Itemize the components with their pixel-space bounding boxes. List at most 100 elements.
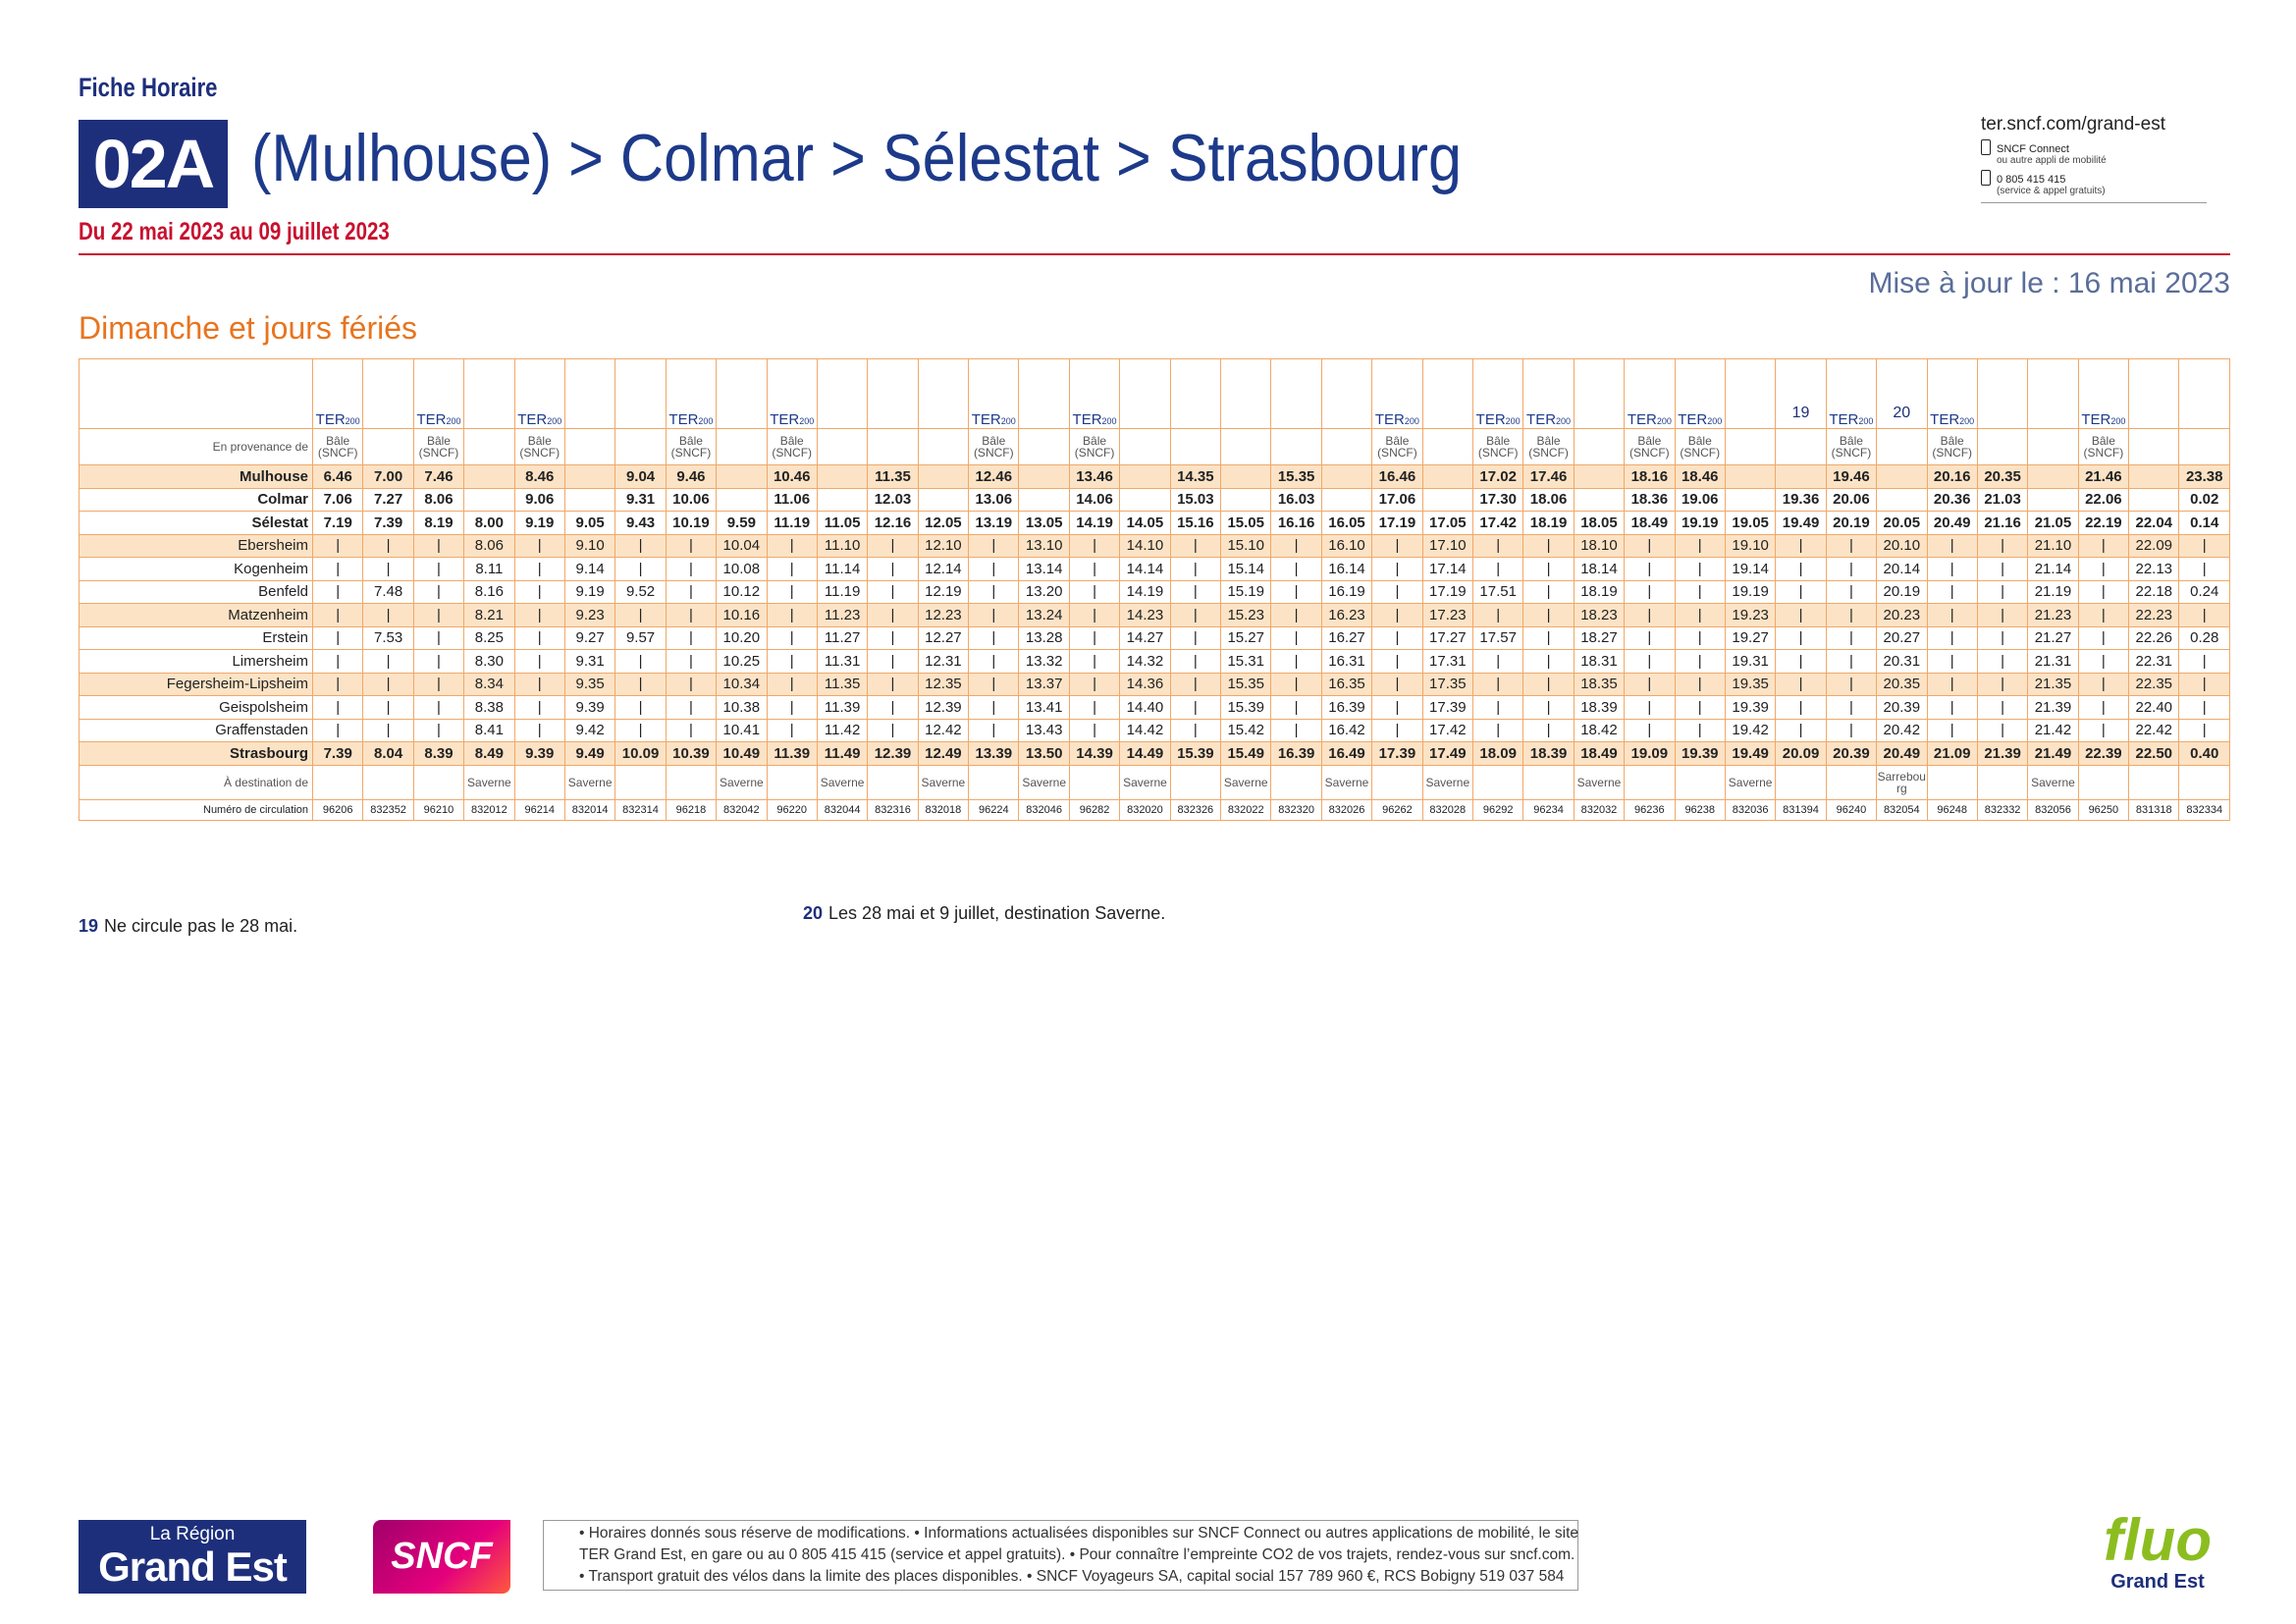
time: 15.31 (1220, 649, 1272, 674)
time: | (1976, 649, 2029, 674)
disclaimer: • Horaires donnés sous réserve de modifi… (543, 1520, 1578, 1591)
row: Benfeld | 7.48 | 8.16 | 9.19 9.52 | 10.12 | 11.19 | 1… (79, 579, 2230, 604)
time: | (614, 649, 667, 674)
time: | (1775, 649, 1827, 674)
time: | (766, 625, 818, 650)
time: 20.35 (1976, 464, 2029, 489)
time-empty (917, 464, 970, 489)
origin (1169, 428, 1222, 465)
time: | (1270, 533, 1322, 558)
time: 18.49 (1624, 511, 1676, 535)
time: 9.27 (563, 625, 616, 650)
origin (1775, 428, 1827, 465)
region-logo: La Région Grand Est (79, 1520, 306, 1594)
site[interactable]: ter.sncf.com/grand-est (1981, 114, 2165, 135)
time-empty (1876, 464, 1928, 489)
time: 19.06 (1674, 487, 1726, 512)
time: | (311, 533, 364, 558)
origin (614, 428, 667, 465)
time: | (1825, 603, 1878, 627)
time: 21.03 (1976, 487, 2029, 512)
time: 9.39 (563, 695, 616, 720)
origin (2178, 428, 2230, 465)
train-head (1320, 358, 1373, 429)
time: | (968, 649, 1020, 674)
time: 14.40 (1119, 695, 1171, 720)
time: | (2178, 557, 2230, 581)
train-number: 96224 (968, 798, 1020, 821)
time: 20.42 (1876, 718, 1928, 742)
time: 13.50 (1018, 741, 1070, 766)
ter-badge: TER200 (1829, 411, 1873, 428)
time: | (1926, 718, 1978, 742)
time: 20.27 (1876, 625, 1928, 650)
time: 18.05 (1573, 511, 1626, 535)
train-number: 96234 (1522, 798, 1575, 821)
time: 12.19 (917, 579, 970, 604)
footnote-mark: 20 (803, 903, 824, 923)
time: 15.35 (1270, 464, 1322, 489)
footnote-text: Ne circule pas le 28 mai. (104, 916, 298, 936)
station: Erstein (79, 625, 313, 650)
time: | (311, 579, 364, 604)
time: | (1624, 649, 1676, 674)
time: | (1624, 533, 1676, 558)
time: 13.37 (1018, 672, 1070, 696)
destination-empty (1270, 764, 1322, 800)
destination: Saverne (1220, 764, 1272, 800)
time: 14.14 (1119, 557, 1171, 581)
time: 21.19 (2027, 579, 2079, 604)
time: 22.23 (2128, 603, 2180, 627)
station: Matzenheim (79, 603, 313, 627)
time: 10.34 (716, 672, 768, 696)
time: 8.06 (463, 533, 515, 558)
ter-badge: TER200 (2081, 411, 2125, 428)
time: 22.35 (2128, 672, 2180, 696)
time: | (1169, 533, 1222, 558)
time: 19.19 (1724, 579, 1777, 604)
time: | (1270, 625, 1322, 650)
time: | (1775, 718, 1827, 742)
time: 21.35 (2027, 672, 2079, 696)
time: 18.10 (1573, 533, 1626, 558)
train-head: TER200 (1825, 358, 1878, 429)
time: 22.42 (2128, 718, 2180, 742)
time: 19.42 (1724, 718, 1777, 742)
ter-badge: TER200 (416, 411, 460, 428)
app-row: SNCF Connect ou autre appli de mobilité (1981, 139, 2207, 166)
time: | (1068, 672, 1121, 696)
time: 18.39 (1522, 741, 1575, 766)
time: | (1775, 625, 1827, 650)
time: 13.05 (1018, 511, 1070, 535)
time: | (665, 603, 718, 627)
time: 7.48 (362, 579, 414, 604)
station: Benfeld (79, 579, 313, 604)
station: Limersheim (79, 649, 313, 674)
origin: Bâle (SNCF) (311, 428, 364, 465)
time: 18.35 (1573, 672, 1626, 696)
time: | (412, 718, 465, 742)
time: 11.35 (867, 464, 919, 489)
time: 22.18 (2128, 579, 2180, 604)
time: | (2077, 625, 2130, 650)
time: 22.39 (2077, 741, 2130, 766)
time: | (311, 603, 364, 627)
time: 8.34 (463, 672, 515, 696)
time-empty (1018, 464, 1070, 489)
time: 18.23 (1573, 603, 1626, 627)
time: 10.38 (716, 695, 768, 720)
time: | (2077, 579, 2130, 604)
train-head (1421, 358, 1473, 429)
time: 15.23 (1220, 603, 1272, 627)
time: | (1926, 579, 1978, 604)
time: 18.06 (1522, 487, 1575, 512)
time: 7.53 (362, 625, 414, 650)
time: | (1169, 557, 1222, 581)
time: 16.16 (1270, 511, 1322, 535)
ter-sub: 200 (1656, 416, 1672, 426)
row: Matzenheim | | | 8.21 | 9.23 | | 10.16 | 11.23 | 12.2… (79, 603, 2230, 627)
ter-badge: TER200 (517, 411, 561, 428)
time: | (1270, 649, 1322, 674)
ter-sub: 200 (2110, 416, 2126, 426)
time: | (1926, 625, 1978, 650)
